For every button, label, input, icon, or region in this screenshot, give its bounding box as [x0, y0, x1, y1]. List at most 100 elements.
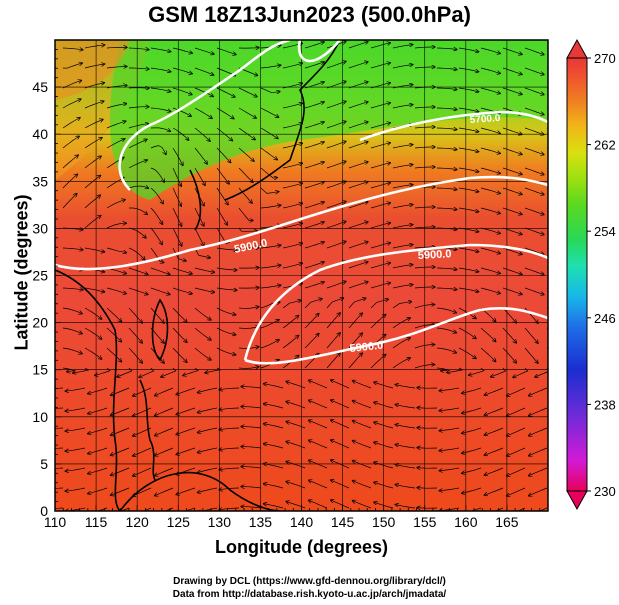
streamline: [106, 307, 122, 322]
streamline: [62, 136, 79, 149]
streamline: [458, 47, 479, 52]
streamline: [352, 501, 372, 509]
streamline: [546, 307, 548, 310]
streamline: [436, 347, 456, 353]
streamline: [176, 467, 196, 475]
streamline: [436, 88, 457, 90]
streamline: [219, 468, 240, 470]
streamline: [172, 187, 181, 206]
x-tick-label: 135: [249, 514, 273, 530]
streamline: [331, 480, 350, 489]
streamline: [352, 401, 372, 409]
streamline: [392, 205, 413, 209]
streamline: [417, 508, 438, 509]
streamline: [198, 407, 218, 413]
contour-north-5900: [55, 175, 548, 271]
colorbar-body: [566, 57, 588, 492]
streamline: [529, 467, 548, 476]
streamline: [458, 347, 476, 359]
contour-south-5900: [244, 307, 548, 365]
streamline: [62, 48, 83, 50]
streamline: [128, 267, 148, 275]
streamline: [458, 147, 479, 152]
streamline: [128, 139, 147, 149]
streamline: [304, 334, 319, 349]
streamline: [150, 207, 163, 224]
streamline: [150, 67, 171, 72]
streamline: [370, 299, 388, 309]
streamline: [143, 507, 152, 511]
streamline: [462, 407, 482, 413]
streamline: [513, 367, 529, 377]
streamline: [484, 447, 504, 455]
streamline: [502, 67, 522, 74]
streamline: [155, 407, 174, 416]
streamline: [150, 227, 162, 245]
streamline: [480, 187, 500, 193]
streamline: [436, 108, 457, 110]
streamline: [172, 107, 191, 116]
streamline: [216, 207, 228, 225]
streamline: [491, 367, 507, 377]
streamline: [110, 407, 130, 415]
streamline: [529, 487, 548, 496]
streamline: [65, 467, 86, 471]
streamline: [524, 227, 544, 235]
streamline: [462, 467, 482, 473]
streamline: [417, 388, 438, 389]
streamline: [458, 107, 479, 112]
streamline: [65, 407, 86, 411]
streamline: [120, 507, 130, 511]
streamline: [370, 63, 390, 69]
streamline: [216, 287, 237, 290]
streamline: [241, 427, 262, 428]
streamline: [331, 380, 350, 389]
streamline: [238, 48, 259, 49]
streamline: [304, 202, 324, 209]
streamline: [304, 262, 324, 269]
streamline: [238, 187, 252, 203]
contour-label-4: 5700.0: [469, 113, 501, 126]
streamline: [65, 427, 86, 431]
streamline: [183, 367, 199, 376]
streamline: [535, 367, 548, 377]
streamline: [507, 487, 526, 496]
streamline: [282, 223, 302, 229]
streamline: [110, 467, 130, 475]
field-layer: [55, 40, 548, 511]
streamline: [439, 447, 460, 451]
streamline: [238, 268, 259, 269]
streamline: [194, 347, 211, 360]
streamline: [436, 327, 456, 333]
streamline: [462, 427, 482, 433]
streamline: [309, 400, 328, 409]
streamline: [392, 165, 413, 169]
streamline: [161, 367, 177, 377]
streamline: [524, 167, 544, 175]
streamline: [198, 387, 218, 393]
streamline: [150, 287, 170, 295]
streamline: [529, 407, 548, 416]
streamline: [216, 87, 235, 97]
streamline: [216, 47, 236, 55]
streamline: [260, 320, 279, 329]
streamline: [62, 63, 82, 69]
streamline: [524, 87, 544, 95]
x-axis-ticks: 110 115 120 125 130 135 140 145 150 155 160 165: [44, 505, 549, 530]
streamline: [155, 467, 174, 476]
streamline: [436, 188, 457, 190]
streamline: [417, 408, 438, 409]
streamline: [529, 427, 548, 436]
streamline: [106, 223, 126, 229]
streamline: [348, 298, 366, 309]
streamline: [480, 267, 500, 273]
colorbar-tick-label: 230: [594, 484, 616, 499]
streamline: [392, 338, 410, 349]
streamline: [331, 500, 350, 509]
streamline: [62, 118, 80, 129]
streamline: [286, 502, 306, 509]
streamline: [395, 445, 416, 449]
streamline: [507, 427, 526, 436]
streamline: [502, 207, 522, 214]
streamline: [194, 247, 210, 258]
